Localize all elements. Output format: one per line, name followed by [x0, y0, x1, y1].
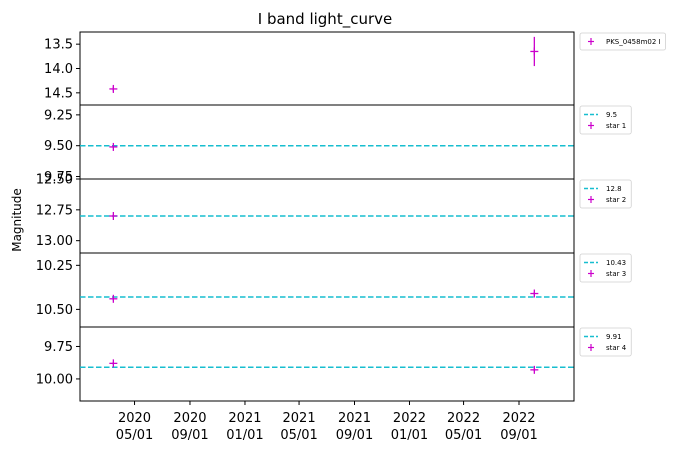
y-tick-label: 12.75: [36, 203, 73, 218]
legend-1: PKS_0458m02 I: [579, 32, 666, 51]
x-tick-label-date: 01/01: [391, 428, 428, 443]
x-tick-label-year: 2022: [393, 411, 426, 426]
legend-series-label: PKS_0458m02 I: [606, 38, 661, 46]
data-point: [109, 359, 118, 368]
legend-series-label: star 4: [606, 344, 627, 352]
legend-ref-label: 9.5: [606, 111, 617, 119]
y-tick-label: 9.50: [44, 139, 73, 154]
x-tick: 2021 01/01: [226, 401, 264, 443]
panel-5: 9.75 10.00 9.91 star 4: [36, 326, 632, 402]
legend-2: 9.5 star 1: [579, 105, 632, 135]
y-tick-label: 10.25: [36, 259, 73, 274]
legend-box: [579, 32, 666, 51]
x-tick: 2021 05/01: [280, 401, 318, 443]
y-tick-label: 10.00: [36, 372, 73, 387]
x-tick-label-year: 2021: [283, 411, 316, 426]
chart-title: I band light_curve: [258, 10, 392, 29]
data-point: [109, 142, 118, 151]
x-tick-label-date: 01/01: [226, 428, 263, 443]
x-tick-label-year: 2022: [502, 411, 535, 426]
x-tick-label-date: 09/01: [500, 428, 537, 443]
legend-series-label: star 3: [606, 270, 626, 278]
data-point: [530, 36, 539, 67]
panel-1: 13.5 14.0 14.5 PKS_0458m02 I: [44, 31, 666, 106]
legend-box: [579, 105, 632, 135]
legend-box: [579, 179, 632, 209]
x-tick: 2022 09/01: [500, 401, 538, 443]
y-tick-label: 14.0: [44, 62, 73, 77]
x-tick-label-year: 2021: [338, 411, 371, 426]
legend-ref-label: 9.91: [606, 333, 622, 341]
data-point: [109, 84, 118, 93]
legend-series-label: star 1: [606, 122, 626, 130]
panels-group: 13.5 14.0 14.5 PKS_0458m02 I 9.25 9.50 9.75 9.5…: [36, 31, 666, 402]
x-tick-label-date: 09/01: [171, 428, 208, 443]
panel-4: 10.25 10.50 10.43 star 3: [36, 252, 632, 328]
panel-2: 9.25 9.50 9.75 9.5 star 1: [44, 104, 632, 185]
data-point: [530, 365, 539, 374]
data-point: [109, 294, 118, 303]
legend-ref-label: 10.43: [606, 259, 626, 267]
y-tick-label: 10.50: [36, 303, 73, 318]
panel-frame: [79, 31, 575, 106]
x-tick: 2022 05/01: [445, 401, 482, 443]
y-axis-label: Magnitude: [10, 188, 24, 252]
x-axis: 202005/01202009/01202101/01202105/012021…: [116, 401, 538, 443]
legend-series-label: star 2: [606, 196, 626, 204]
x-tick-label-date: 05/01: [280, 428, 317, 443]
y-tick-label: 9.25: [44, 108, 73, 123]
x-tick: 2020 09/01: [171, 401, 209, 443]
panel-3: 12.50 12.75 13.00 12.8 star 2: [36, 173, 632, 254]
x-tick-label-date: 05/01: [445, 428, 482, 443]
x-tick-label-year: 2020: [118, 411, 151, 426]
x-tick-label-year: 2021: [228, 411, 261, 426]
legend-4: 10.43 star 3: [579, 253, 632, 283]
legend-3: 12.8 star 2: [579, 179, 632, 209]
y-tick-label: 9.75: [44, 340, 73, 355]
y-tick-label: 13.5: [44, 38, 73, 53]
panel-frame: [79, 252, 575, 328]
y-tick-label: 14.5: [44, 86, 73, 101]
legend-box: [579, 327, 632, 357]
y-tick-label: 12.50: [36, 173, 73, 188]
data-point: [109, 212, 118, 220]
panel-frame: [79, 104, 575, 180]
y-tick-label: 9.75: [44, 170, 73, 185]
x-tick-label-year: 2022: [447, 411, 480, 426]
x-tick: 2020 05/01: [116, 401, 153, 443]
legend-5: 9.91 star 4: [579, 327, 632, 357]
x-tick: 2022 01/01: [391, 401, 428, 443]
y-tick-label: 13.00: [36, 234, 73, 249]
x-tick: 2021 09/01: [336, 401, 373, 443]
legend-box: [579, 253, 632, 283]
data-point: [530, 289, 539, 298]
panel-frame: [79, 326, 575, 402]
x-tick-label-year: 2020: [173, 411, 206, 426]
x-tick-label-date: 05/01: [116, 428, 153, 443]
x-tick-label-date: 09/01: [336, 428, 373, 443]
legend-ref-label: 12.8: [606, 185, 622, 193]
